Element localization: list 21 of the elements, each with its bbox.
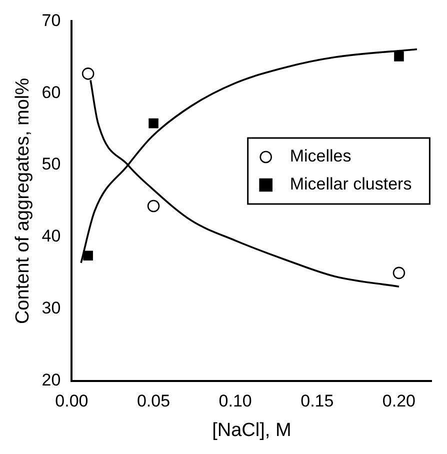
y-tick-label: 60 [42, 82, 61, 102]
point [392, 266, 406, 280]
point [394, 52, 404, 62]
x-tick-label: 0.15 [300, 392, 334, 411]
x-axis-title: [NaCl], M [212, 420, 292, 441]
legend-label: Micelles [290, 146, 352, 166]
x-tick-label: 0.05 [136, 392, 170, 411]
y-tick-label: 70 [42, 10, 61, 30]
y-tick-label: 20 [42, 370, 61, 390]
y-tick-label: 50 [42, 154, 61, 174]
x-tick-label: 0.00 [55, 392, 88, 411]
y-tick-label: 40 [42, 226, 61, 246]
point [148, 118, 158, 128]
y-axis-title: Content of aggregates, mol% [12, 78, 34, 324]
point [82, 68, 94, 80]
y-tick-label: 30 [42, 298, 61, 318]
point [147, 200, 160, 212]
legend-label: Micellar clusters [290, 174, 412, 194]
x-tick-label: 0.10 [218, 392, 252, 411]
point [83, 250, 93, 261]
x-tick-label: 0.20 [382, 392, 416, 411]
